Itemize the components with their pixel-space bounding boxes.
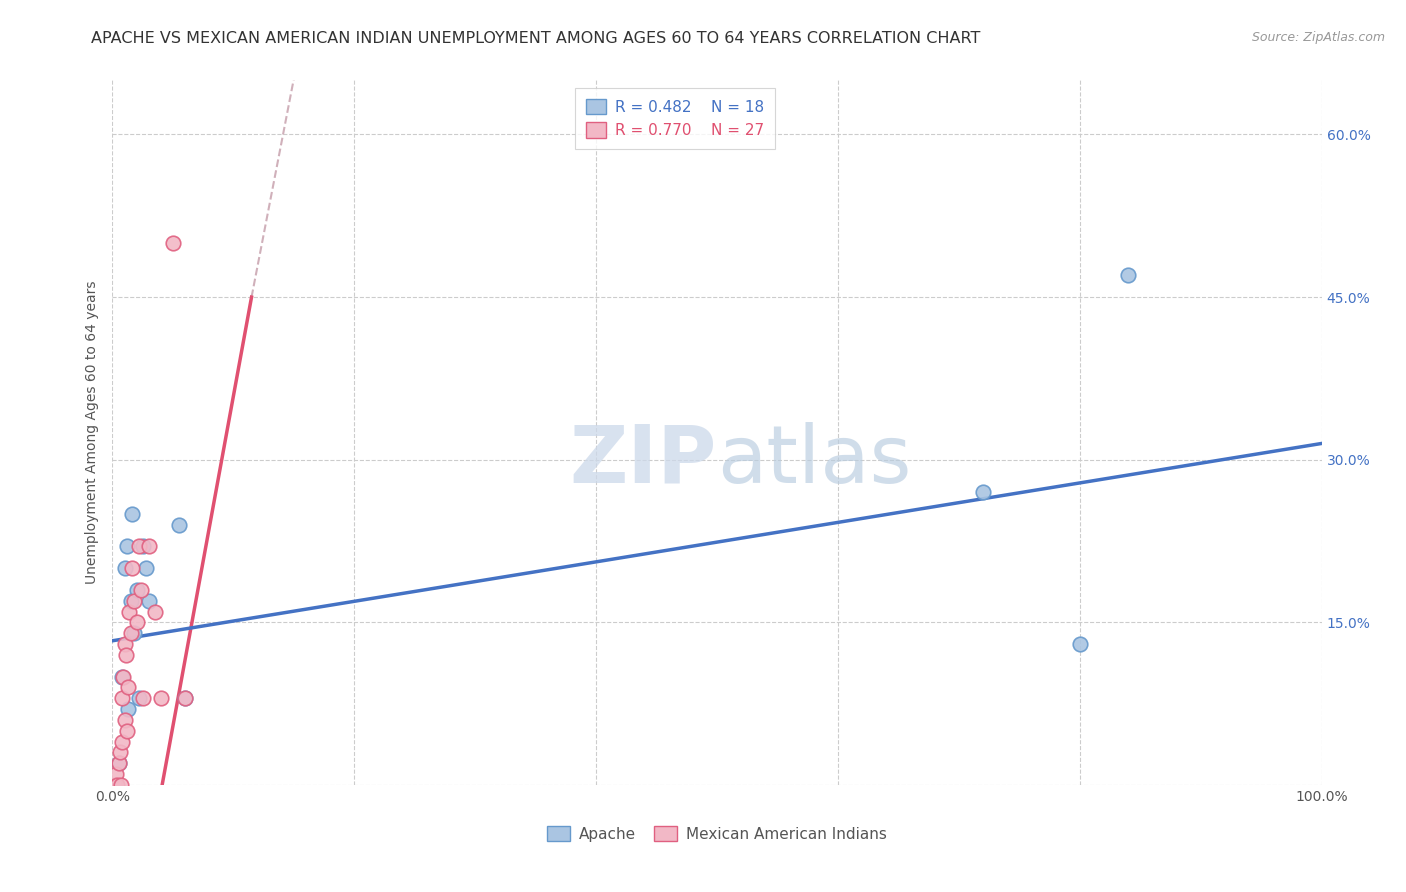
Point <box>105 778 128 792</box>
Point <box>143 605 166 619</box>
Point <box>132 540 155 554</box>
Text: APACHE VS MEXICAN AMERICAN INDIAN UNEMPLOYMENT AMONG AGES 60 TO 64 YEARS CORRELA: APACHE VS MEXICAN AMERICAN INDIAN UNEMPL… <box>91 31 981 46</box>
Point <box>115 723 138 738</box>
Point <box>117 702 139 716</box>
Point <box>128 691 150 706</box>
Point <box>132 691 155 706</box>
Point <box>105 767 128 781</box>
Point <box>110 778 132 792</box>
Point <box>117 681 139 695</box>
Text: Source: ZipAtlas.com: Source: ZipAtlas.com <box>1251 31 1385 45</box>
Point <box>135 561 157 575</box>
Legend: Apache, Mexican American Indians: Apache, Mexican American Indians <box>541 820 893 847</box>
Point <box>111 691 134 706</box>
Point <box>1069 637 1091 651</box>
Point <box>131 582 153 597</box>
Point <box>114 561 136 575</box>
Point <box>118 605 141 619</box>
Point <box>174 691 197 706</box>
Point <box>972 485 994 500</box>
Point <box>125 582 148 597</box>
Point <box>138 593 160 607</box>
Point <box>138 540 160 554</box>
Point <box>120 626 142 640</box>
Point <box>174 691 197 706</box>
Point <box>167 517 190 532</box>
Point <box>128 540 150 554</box>
Point <box>121 507 143 521</box>
Point <box>125 615 148 630</box>
Point <box>111 669 134 683</box>
Point <box>108 746 131 760</box>
Y-axis label: Unemployment Among Ages 60 to 64 years: Unemployment Among Ages 60 to 64 years <box>84 281 98 584</box>
Point <box>149 691 172 706</box>
Point <box>107 756 129 771</box>
Point <box>1116 268 1139 283</box>
Point <box>114 713 136 727</box>
Point <box>120 593 142 607</box>
Text: ZIP: ZIP <box>569 422 717 500</box>
Point <box>104 778 127 792</box>
Text: atlas: atlas <box>717 422 911 500</box>
Point <box>111 734 134 748</box>
Point <box>115 540 138 554</box>
Point <box>112 669 135 683</box>
Point <box>162 235 184 250</box>
Point <box>114 648 136 662</box>
Point <box>121 561 143 575</box>
Point <box>122 593 145 607</box>
Point <box>114 637 136 651</box>
Point <box>122 626 145 640</box>
Point <box>107 756 129 771</box>
